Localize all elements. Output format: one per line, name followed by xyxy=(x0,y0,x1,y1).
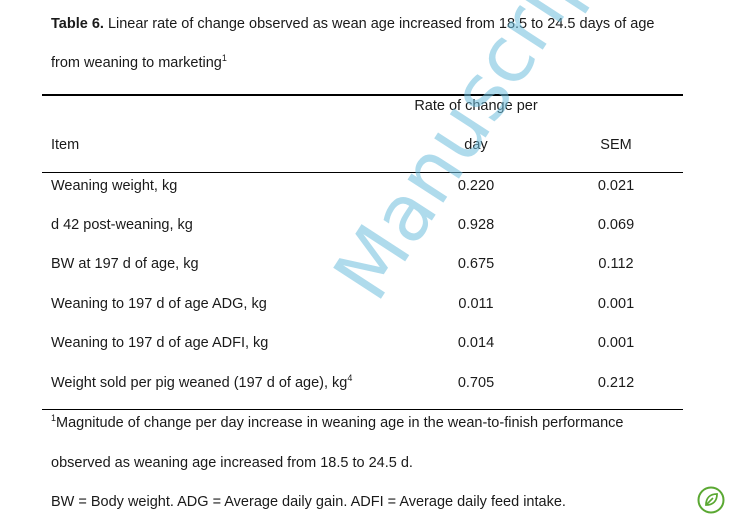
row-footnote-marker: 4 xyxy=(347,373,353,383)
row-item-text: BW at 197 d of age, kg xyxy=(51,256,199,272)
footnote-1: 1Magnitude of change per day increase in… xyxy=(51,413,623,433)
row-sem: 0.212 xyxy=(597,375,635,391)
footnote-1-marker: 1 xyxy=(51,413,57,423)
row-item: Weaning weight, kg xyxy=(51,176,177,196)
table-bottom-rule xyxy=(42,409,683,410)
row-rate: 0.675 xyxy=(457,256,495,272)
row-item: d 42 post-weaning, kg xyxy=(51,215,193,235)
footnote-1-cont: observed as weaning age increased from 1… xyxy=(51,455,413,471)
header-rate-span: Rate of change per xyxy=(414,98,538,114)
header-rate: day xyxy=(464,137,488,153)
row-item: Weaning to 197 d of age ADG, kg xyxy=(51,294,267,314)
footnote-1-text: Magnitude of change per day increase in … xyxy=(56,415,624,431)
row-rate: 0.011 xyxy=(458,296,494,312)
header-item: Item xyxy=(51,137,80,153)
caption-footnote-marker: 1 xyxy=(221,53,227,63)
row-sem: 0.001 xyxy=(597,296,635,312)
row-rate: 0.928 xyxy=(457,217,495,233)
row-sem: 0.021 xyxy=(597,178,635,194)
table-top-rule xyxy=(42,94,683,96)
row-sem: 0.001 xyxy=(597,335,635,351)
row-sem: 0.069 xyxy=(597,217,635,233)
row-item-text: Weaning weight, kg xyxy=(51,178,178,194)
row-item-text: d 42 post-weaning, kg xyxy=(51,217,193,233)
row-rate: 0.014 xyxy=(457,335,495,351)
row-item-text: Weaning to 197 d of age ADG, kg xyxy=(51,296,267,312)
row-sem: 0.112 xyxy=(598,256,634,272)
leaf-badge-icon xyxy=(697,486,725,514)
row-rate: 0.705 xyxy=(457,375,495,391)
table-caption: Table 6. Linear rate of change observed … xyxy=(51,14,654,34)
abbreviations-note: BW = Body weight. ADG = Average daily ga… xyxy=(51,494,566,510)
row-item: Weight sold per pig weaned (197 d of age… xyxy=(51,373,352,393)
caption-text: Linear rate of change observed as wean a… xyxy=(103,16,655,32)
header-sem: SEM xyxy=(600,137,632,153)
row-rate: 0.220 xyxy=(457,178,495,194)
caption-text-2: from weaning to marketing xyxy=(51,55,222,71)
table-label: Table 6. xyxy=(51,16,104,32)
row-item: Weaning to 197 d of age ADFI, kg xyxy=(51,333,268,353)
row-item-text: Weight sold per pig weaned (197 d of age… xyxy=(51,375,348,391)
row-item: BW at 197 d of age, kg xyxy=(51,254,199,274)
table-caption-line2: from weaning to marketing1 xyxy=(51,53,227,73)
row-item-text: Weaning to 197 d of age ADFI, kg xyxy=(51,335,269,351)
table-header-rule xyxy=(42,172,683,173)
